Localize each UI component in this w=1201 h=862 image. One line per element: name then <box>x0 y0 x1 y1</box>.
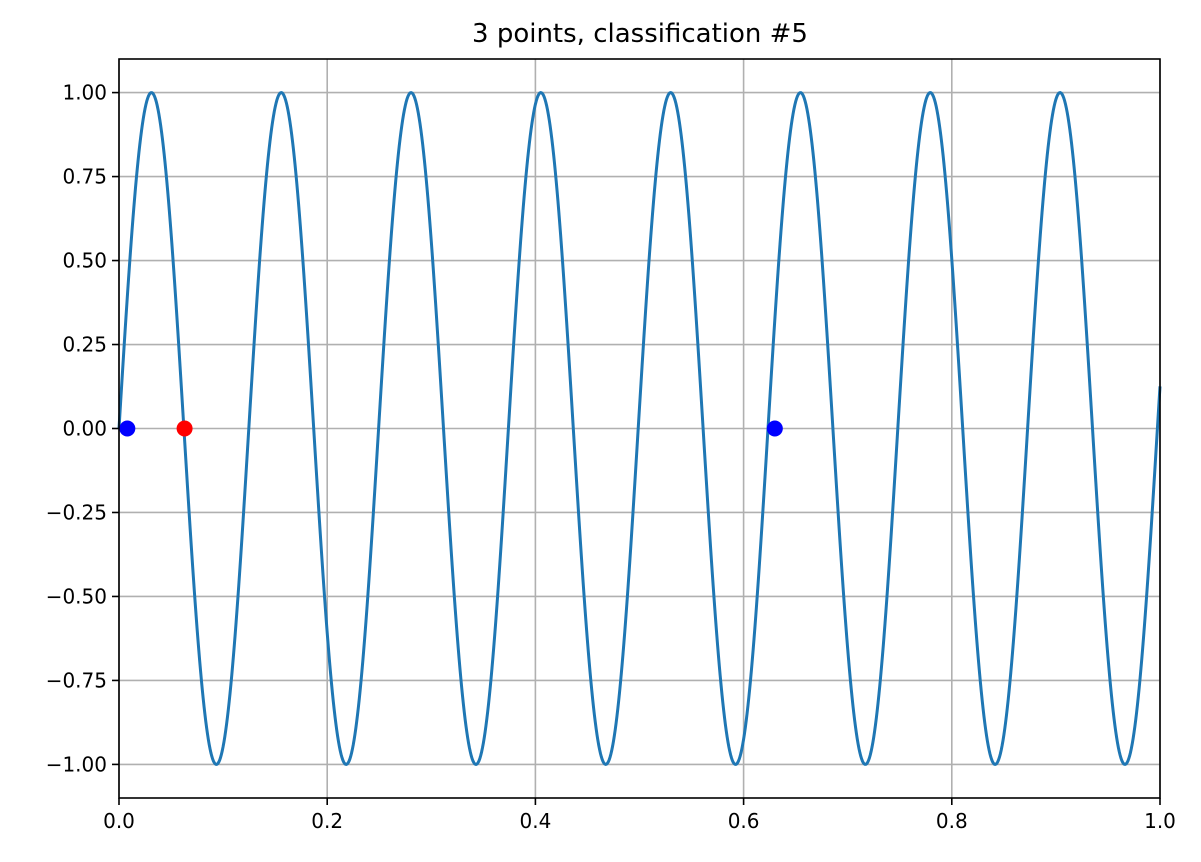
y-tick-label: 1.00 <box>62 81 107 105</box>
y-tick-label: 0.75 <box>62 165 107 189</box>
y-tick-label: 0.50 <box>62 249 107 273</box>
y-tick-label: 0.00 <box>62 417 107 441</box>
x-tick-label: 0.0 <box>103 809 135 833</box>
x-tick-label: 1.0 <box>1144 809 1176 833</box>
x-tick-label: 0.2 <box>311 809 343 833</box>
y-tick-label: −0.25 <box>46 500 107 524</box>
axis-ticks: 0.0 0.2 0.4 0.6 0.8 1.0 1.00 0.75 0.50 0.25 0.00 −0… <box>46 81 1176 833</box>
sine-curve-line <box>117 91 1162 766</box>
scatter-point <box>119 420 136 437</box>
scatter-point <box>766 420 783 437</box>
plot-series <box>117 91 1162 766</box>
y-tick-label: 0.25 <box>62 333 107 357</box>
x-tick-label: 0.6 <box>728 809 760 833</box>
y-tick-label: −1.00 <box>46 752 107 776</box>
x-tick-label: 0.4 <box>519 809 551 833</box>
y-tick-label: −0.75 <box>46 668 107 692</box>
chart-title: 3 points, classification #5 <box>472 19 808 49</box>
y-tick-label: −0.50 <box>46 584 107 608</box>
scatter-point <box>176 420 193 437</box>
x-tick-label: 0.8 <box>936 809 968 833</box>
